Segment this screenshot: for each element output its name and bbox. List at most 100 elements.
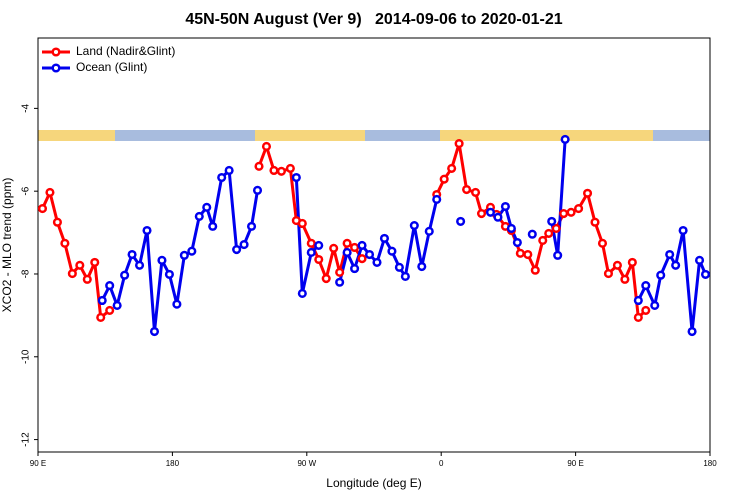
point: [246, 221, 257, 231]
y-axis-label: XCO2 - MLO trend (ppm): [0, 178, 14, 313]
point: [60, 238, 70, 248]
legend-label: Land (Nadir&Glint): [76, 44, 175, 58]
point: [82, 274, 92, 284]
point: [538, 235, 548, 245]
point: [194, 211, 204, 221]
point: [75, 260, 85, 270]
y-tick-label: -12: [21, 432, 32, 447]
point: [164, 269, 174, 279]
point: [285, 163, 295, 173]
point: [357, 240, 367, 250]
point: [665, 249, 675, 260]
point: [372, 257, 382, 267]
x-axis-label: Longitude (deg E): [326, 476, 421, 490]
point: [476, 208, 487, 219]
point: [551, 223, 561, 233]
point: [394, 262, 404, 272]
point: [641, 305, 651, 315]
point: [179, 250, 189, 260]
point: [641, 281, 651, 291]
plot-frame: [37, 37, 711, 453]
legend-label: Ocean (Glint): [76, 60, 147, 74]
point: [208, 221, 218, 231]
point: [678, 225, 688, 236]
point: [329, 243, 339, 253]
point: [297, 288, 307, 298]
legend-marker: [51, 47, 61, 57]
point: [67, 269, 77, 279]
point: [694, 255, 705, 265]
point: [485, 207, 496, 217]
point: [202, 202, 212, 212]
point: [52, 217, 62, 227]
point: [149, 326, 160, 337]
point: [297, 218, 307, 229]
x-tick-label: 0: [439, 459, 444, 468]
point: [687, 326, 697, 337]
point: [400, 271, 410, 282]
point: [105, 305, 115, 315]
point: [447, 163, 457, 173]
x-tick-label: 90 E: [30, 459, 46, 468]
point: [172, 299, 182, 309]
point: [417, 261, 427, 272]
point: [342, 247, 352, 258]
point: [409, 220, 419, 231]
y-tick-label: -10: [21, 349, 32, 364]
point: [350, 242, 360, 253]
point: [650, 300, 660, 310]
point: [612, 260, 622, 270]
point: [456, 216, 466, 226]
point: [506, 223, 516, 233]
point: [656, 270, 666, 280]
point: [45, 187, 55, 197]
point: [120, 270, 130, 280]
point: [314, 240, 324, 250]
point: [603, 269, 614, 279]
point: [232, 245, 242, 255]
point: [335, 267, 345, 277]
point: [432, 194, 442, 205]
point: [544, 228, 554, 238]
point: [291, 172, 301, 183]
point: [553, 250, 563, 260]
point: [527, 229, 537, 239]
point: [462, 184, 472, 195]
point: [187, 246, 197, 256]
point: [454, 139, 464, 149]
land-ocean-strip: [38, 130, 710, 141]
point: [134, 260, 145, 270]
point: [321, 273, 331, 284]
x-tick-label: 180: [703, 459, 717, 468]
point: [239, 240, 249, 250]
point: [37, 204, 48, 214]
point: [500, 201, 510, 212]
point: [379, 233, 390, 243]
point: [547, 216, 557, 226]
point: [252, 185, 263, 195]
point: [105, 281, 115, 291]
point: [306, 247, 316, 258]
point: [559, 208, 569, 219]
point: [357, 254, 367, 264]
point: [157, 255, 167, 265]
point: [493, 212, 503, 222]
point: [276, 166, 286, 176]
point: [560, 134, 570, 144]
point: [335, 277, 345, 287]
point: [671, 260, 681, 270]
point: [633, 312, 643, 323]
point: [364, 249, 375, 260]
y-tick-label: -4: [21, 104, 32, 113]
point: [590, 217, 600, 227]
point: [530, 265, 540, 275]
point: [512, 237, 522, 248]
point: [350, 264, 360, 274]
point: [470, 187, 481, 197]
point: [342, 238, 352, 248]
x-tick-label: 90 W: [297, 459, 316, 468]
point: [627, 257, 637, 267]
point: [424, 226, 434, 236]
point: [620, 274, 630, 284]
